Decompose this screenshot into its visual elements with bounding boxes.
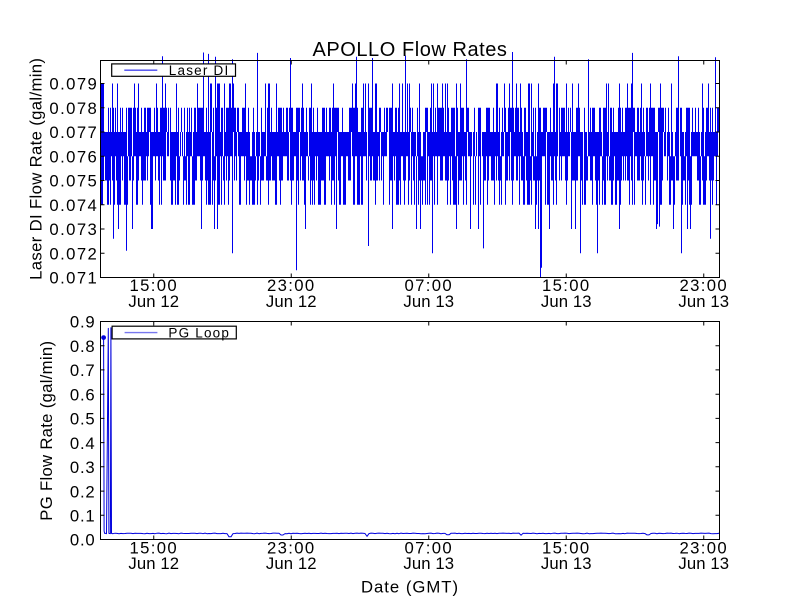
svg-text:0.078: 0.078: [49, 99, 98, 118]
svg-text:Laser DI: Laser DI: [169, 63, 230, 78]
svg-text:15:00: 15:00: [542, 538, 591, 557]
svg-text:Jun 12: Jun 12: [128, 292, 179, 311]
svg-text:Jun 13: Jun 13: [678, 554, 729, 573]
svg-text:Jun 13: Jun 13: [541, 554, 592, 573]
svg-text:07:00: 07:00: [404, 538, 453, 557]
svg-text:0.5: 0.5: [70, 410, 96, 429]
svg-text:Jun 12: Jun 12: [128, 554, 179, 573]
svg-text:0.071: 0.071: [49, 269, 98, 288]
svg-text:0.8: 0.8: [70, 337, 96, 356]
svg-text:0.073: 0.073: [49, 220, 98, 239]
svg-text:Jun 13: Jun 13: [541, 292, 592, 311]
svg-text:0.6: 0.6: [70, 385, 96, 404]
svg-text:0.0: 0.0: [70, 531, 96, 550]
svg-text:0.9: 0.9: [70, 313, 96, 332]
svg-text:APOLLO Flow Rates: APOLLO Flow Rates: [313, 39, 508, 61]
svg-text:0.075: 0.075: [49, 172, 98, 191]
svg-text:Jun 13: Jun 13: [403, 554, 454, 573]
svg-text:23:00: 23:00: [679, 276, 728, 295]
svg-text:0.3: 0.3: [70, 458, 96, 477]
svg-text:07:00: 07:00: [404, 276, 453, 295]
svg-text:0.4: 0.4: [70, 434, 96, 453]
svg-text:0.7: 0.7: [70, 361, 96, 380]
svg-text:Date (GMT): Date (GMT): [361, 577, 459, 596]
svg-text:15:00: 15:00: [129, 538, 178, 557]
svg-text:Jun 13: Jun 13: [403, 292, 454, 311]
svg-text:Jun 13: Jun 13: [678, 292, 729, 311]
svg-text:15:00: 15:00: [129, 276, 178, 295]
svg-text:0.079: 0.079: [49, 75, 98, 94]
svg-text:0.2: 0.2: [70, 482, 96, 501]
svg-text:PG Flow Rate (gal/min): PG Flow Rate (gal/min): [37, 341, 56, 521]
svg-text:Jun 12: Jun 12: [266, 554, 317, 573]
svg-text:0.072: 0.072: [49, 244, 98, 263]
svg-text:0.074: 0.074: [49, 196, 98, 215]
svg-text:0.1: 0.1: [70, 506, 96, 525]
svg-text:Laser DI Flow Rate (gal/min): Laser DI Flow Rate (gal/min): [27, 58, 46, 280]
svg-text:PG Loop: PG Loop: [168, 325, 230, 340]
svg-text:15:00: 15:00: [542, 276, 591, 295]
svg-text:23:00: 23:00: [267, 276, 316, 295]
svg-text:23:00: 23:00: [267, 538, 316, 557]
svg-text:23:00: 23:00: [679, 538, 728, 557]
svg-text:Jun 12: Jun 12: [266, 292, 317, 311]
svg-text:0.076: 0.076: [49, 147, 98, 166]
svg-text:0.077: 0.077: [49, 123, 98, 142]
